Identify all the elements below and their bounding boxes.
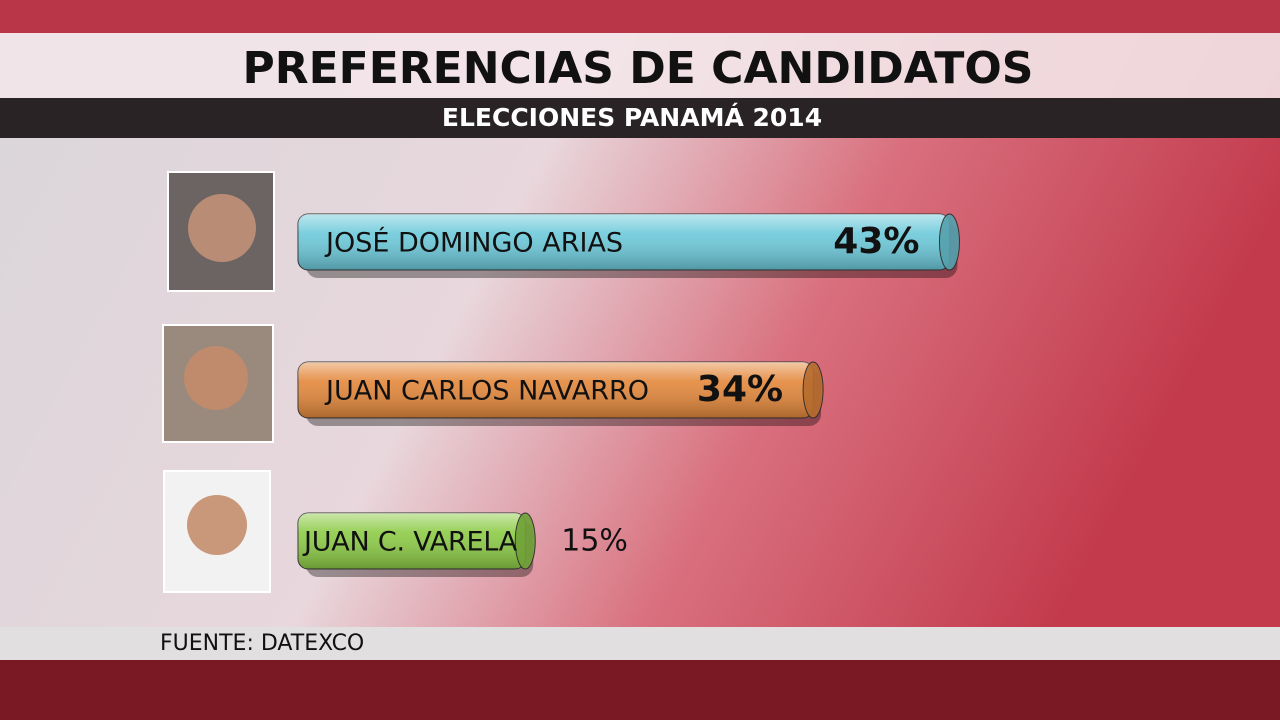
- source: FUENTE: DATEXCO: [160, 631, 364, 656]
- chart-subtitle: ELECCIONES PANAMÁ 2014: [442, 103, 822, 132]
- subtitle-band: [0, 98, 1280, 138]
- value-label: 43%: [833, 221, 919, 262]
- value-label: 34%: [697, 369, 783, 410]
- category-label: JOSÉ DOMINGO ARIAS: [324, 227, 623, 259]
- bar-cap: [802, 361, 824, 419]
- face: [188, 194, 256, 262]
- category-label: JUAN CARLOS NAVARRO: [324, 376, 649, 407]
- title-band: [0, 33, 1280, 98]
- bar-sheen: [298, 513, 526, 569]
- chart-title: PREFERENCIAS DE CANDIDATOS: [242, 43, 1033, 94]
- bar-sheen: [298, 362, 814, 418]
- face: [187, 495, 247, 555]
- photos: [162, 171, 275, 593]
- face: [184, 346, 248, 410]
- value-label: 15%: [561, 524, 628, 559]
- bar-sheen: [298, 214, 950, 270]
- top-band: [0, 0, 1280, 33]
- category-label: JUAN C. VARELA: [302, 527, 518, 558]
- bar-cap: [514, 512, 536, 570]
- photo: [163, 470, 271, 593]
- bar-cap: [938, 213, 960, 271]
- source-band: [0, 627, 1280, 660]
- bottom-band: [0, 660, 1280, 720]
